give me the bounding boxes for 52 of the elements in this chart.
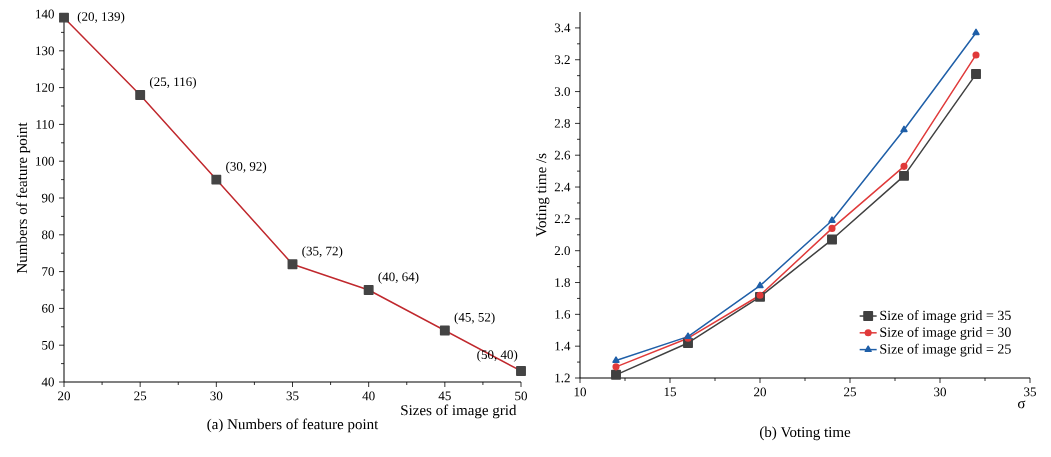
y-tick-label: 110	[36, 120, 54, 129]
annotation: (50, 40)	[477, 349, 518, 362]
y-tick-label: 130	[36, 46, 54, 56]
y-axis-title: Numbers of feature point	[16, 122, 31, 274]
annotation: (20, 139)	[77, 11, 125, 24]
x-axis-title: Sizes of image grid	[401, 404, 517, 419]
y-tick-label: 1.8	[555, 278, 570, 287]
x-tick-label: 30	[934, 387, 947, 397]
y-tick-label: 2.4	[554, 182, 571, 192]
annotation: (25, 116)	[149, 76, 196, 89]
legend-label: Size of image grid = 25	[880, 343, 1011, 357]
y-tick-label: 1.4	[555, 341, 571, 351]
x-tick-label: 25	[844, 387, 857, 397]
y-tick-label: 3.2	[554, 55, 570, 65]
x-tick-label: 15	[664, 387, 677, 397]
x-tick-label: 50	[515, 391, 527, 401]
y-tick-label: 2.0	[554, 246, 570, 256]
y-tick-label: 140	[36, 9, 54, 19]
legend-label: Size of image grid = 30	[880, 326, 1011, 340]
y-tick-label: 2.2	[554, 214, 570, 224]
x-tick-label: 40	[362, 391, 375, 401]
legend-label: Size of image grid = 35	[880, 310, 1011, 323]
y-tick-label: 2.6	[554, 150, 571, 160]
x-tick-label: 20	[58, 391, 70, 401]
x-tick-label: 20	[754, 387, 767, 397]
y-tick-label: 40	[41, 377, 54, 387]
x-tick-label: 10	[574, 387, 587, 397]
text: (b) Voting time	[759, 426, 851, 441]
y-tick-label: 120	[36, 83, 54, 92]
x-tick-label: 25	[134, 391, 147, 401]
x-tick-label: 45	[438, 391, 451, 401]
annotation: (30, 92)	[226, 161, 267, 174]
y-tick-label: 1.6	[555, 309, 571, 319]
y-tick-label: 50	[42, 340, 54, 350]
y-tick-label: 1.2	[555, 373, 570, 383]
y-tick-label: 80	[41, 230, 54, 240]
y-tick-label: 2.8	[554, 118, 570, 128]
y-tick-label: 60	[42, 304, 54, 313]
y-tick-label: 100	[36, 156, 54, 166]
y-tick-label: 70	[42, 267, 54, 276]
text: (a) Numbers of feature point	[207, 418, 379, 433]
annotation: (40, 64)	[378, 272, 419, 284]
y-tick-label: 3.0	[554, 87, 570, 96]
y-tick-label: 3.4	[554, 23, 571, 33]
x-tick-label: 35	[1024, 387, 1037, 397]
annotation: (45, 52)	[454, 312, 495, 325]
x-tick-label: 30	[210, 391, 223, 401]
annotation: (35, 72)	[302, 246, 343, 259]
x-tick-label: 35	[286, 391, 299, 401]
x-axis-title: σ	[1017, 400, 1026, 409]
y-tick-label: 90	[41, 193, 54, 203]
y-axis-title: Voting time /s	[536, 153, 550, 237]
